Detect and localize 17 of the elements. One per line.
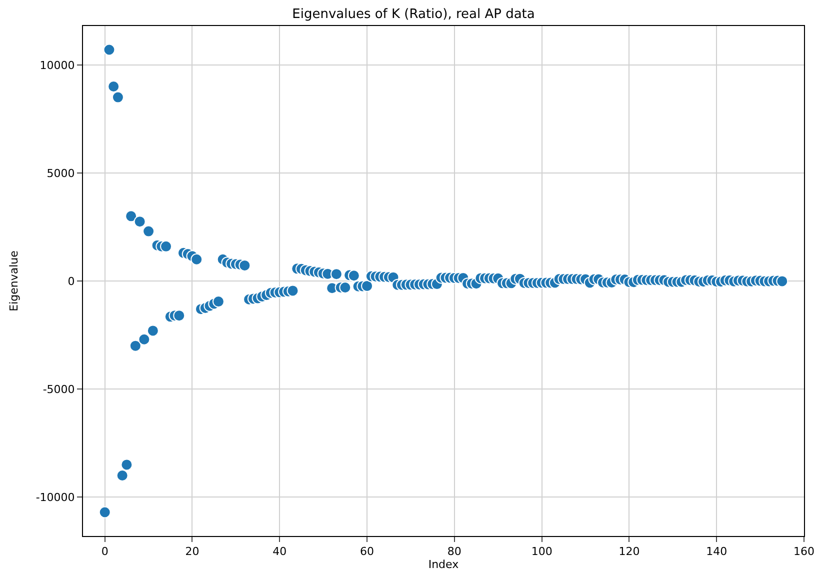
x-tick-label: 160 xyxy=(794,545,814,558)
x-tick-label: 0 xyxy=(101,545,108,558)
x-tick-label: 40 xyxy=(272,545,287,558)
y-tick-label: 0 xyxy=(68,274,75,288)
x-tick-label: 140 xyxy=(706,545,728,558)
y-tick-label: 10000 xyxy=(40,58,75,72)
y-tick-label: 5000 xyxy=(46,166,75,180)
chart-title: Eigenvalues of K (Ratio), real AP data xyxy=(292,6,535,22)
x-axis-title: Index xyxy=(428,558,460,572)
x-tick-label: 120 xyxy=(618,545,640,558)
x-tick-label: 20 xyxy=(185,545,200,558)
y-tick-label: -10000 xyxy=(36,490,75,504)
x-tick-label: 80 xyxy=(447,545,462,558)
y-tick-label: -5000 xyxy=(42,382,75,396)
x-tick-label: 100 xyxy=(531,545,552,558)
y-axis-title: Eigenvalue xyxy=(7,250,20,312)
x-tick-label: 60 xyxy=(360,545,374,558)
